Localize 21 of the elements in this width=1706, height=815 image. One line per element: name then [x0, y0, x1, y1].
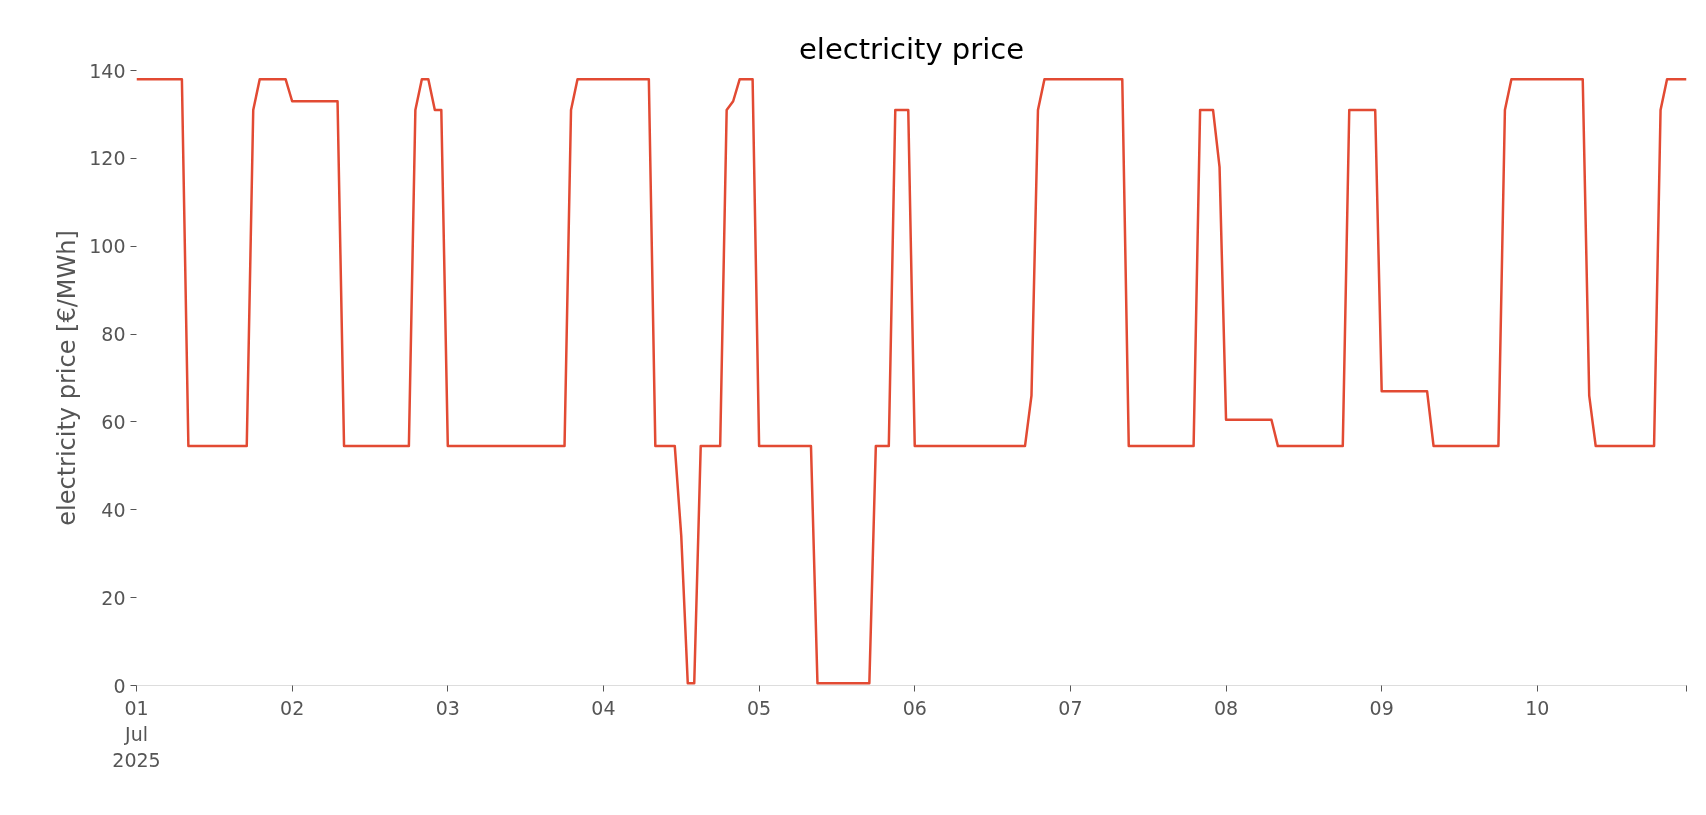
- x-tick-label: 08: [1213, 696, 1239, 719]
- y-tick-label: 20: [101, 586, 126, 609]
- y-tick-label: 140: [89, 59, 126, 82]
- x-tick-label: 02: [280, 696, 305, 719]
- x-tick-label: 05: [747, 696, 772, 719]
- x-tick-label: 07: [1058, 696, 1083, 719]
- y-tick-label: 60: [101, 410, 126, 433]
- y-tick-label: 80: [101, 323, 126, 346]
- x-tick-label: 03: [435, 696, 460, 719]
- x-tick-label: 06: [902, 696, 927, 719]
- x-tick-label: 10: [1525, 696, 1550, 719]
- line-series: [136, 78, 1687, 685]
- y-tick-label: 0: [113, 674, 126, 697]
- x-tick-label: 01 Jul 2025: [112, 696, 161, 772]
- chart-title: electricity price: [799, 31, 1024, 66]
- x-tick-label: 09: [1369, 696, 1394, 719]
- y-axis-title: electricity price [€/MWh]: [53, 230, 82, 526]
- y-tick-label: 120: [89, 147, 126, 170]
- y-tick-label: 100: [89, 235, 126, 258]
- x-tick-label: 04: [591, 696, 616, 719]
- y-tick-label: 40: [101, 498, 126, 521]
